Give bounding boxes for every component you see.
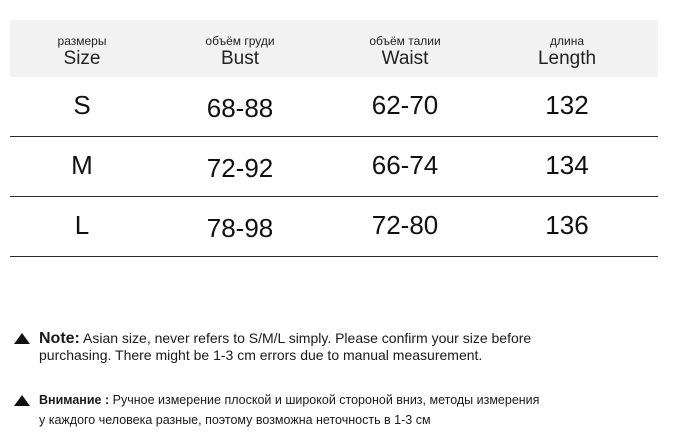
size-table: размеры Size объём груди Bust объём тали… (10, 20, 658, 257)
header-size: размеры Size (7, 20, 157, 70)
cell-waist: 72-80 (371, 210, 439, 240)
cell-bust: 68-88 (206, 93, 274, 123)
cell-length: 132 (545, 90, 589, 120)
header-size-ru: размеры (57, 34, 107, 48)
header-bust-ru: объём груди (205, 34, 275, 48)
triangle-up-icon (14, 333, 30, 344)
table-row: L 78-98 72-80 136 (10, 197, 658, 257)
cell-waist: 62-70 (371, 90, 439, 120)
note-english-text: Note: Asian size, never refers to S/M/L … (39, 330, 531, 364)
cell-size: L (74, 210, 90, 240)
header-bust-en: Bust (220, 48, 260, 69)
table-header: размеры Size объём груди Bust объём тали… (10, 20, 658, 77)
note-russian: Внимание : Ручное измерение плоской и ши… (14, 390, 674, 430)
table-row: S 68-88 62-70 132 (10, 77, 658, 137)
note-english-line2: purchasing. There might be 1-3 cm errors… (39, 347, 483, 363)
header-size-en: Size (63, 48, 101, 69)
note-russian-line1: Ручное измерение плоской и широкой сторо… (112, 393, 540, 407)
cell-bust: 72-92 (206, 153, 274, 183)
note-english-line1: Asian size, never refers to S/M/L simply… (83, 330, 532, 346)
cell-size: M (71, 150, 93, 180)
header-length-ru: длина (549, 34, 584, 48)
triangle-up-icon (14, 395, 30, 406)
cell-size: S (73, 90, 91, 120)
header-waist-ru: объём талии (369, 34, 441, 48)
note-russian-text: Внимание : Ручное измерение плоской и ши… (39, 390, 539, 430)
table-row: M 72-92 66-74 134 (10, 137, 658, 197)
cell-bust: 78-98 (206, 213, 274, 243)
cell-length: 134 (545, 150, 589, 180)
cell-waist: 66-74 (371, 150, 439, 180)
note-russian-line2: у каждого человека разные, поэтому возмо… (39, 413, 431, 427)
header-length: длина Length (492, 20, 642, 70)
note-english-label: Note: (39, 330, 80, 347)
header-length-en: Length (537, 48, 597, 69)
header-bust: объём груди Bust (165, 20, 315, 70)
cell-length: 136 (545, 210, 589, 240)
note-russian-label: Внимание : (39, 393, 110, 407)
header-waist-en: Waist (381, 48, 429, 69)
header-waist: объём талии Waist (330, 20, 480, 70)
note-english: Note: Asian size, never refers to S/M/L … (14, 330, 674, 370)
